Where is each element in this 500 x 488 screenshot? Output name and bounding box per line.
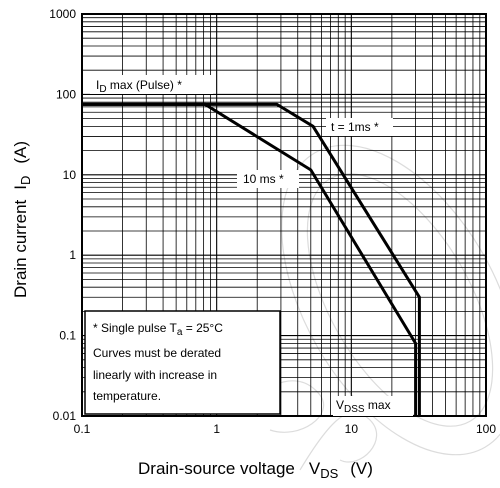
- y-tick-label: 0.01: [53, 409, 77, 423]
- series-line-10ms: [82, 102, 418, 416]
- watermark-logo: [239, 144, 500, 471]
- label-id-max: ID max (Pulse) *: [96, 78, 182, 95]
- label-box-id-max: [90, 75, 213, 94]
- y-tick-label: 1: [69, 248, 76, 262]
- x-tick-label: 100: [476, 422, 496, 436]
- x-tick-labels: 0.1 1 10 100: [74, 422, 497, 436]
- label-vdss-max: VDSS max: [336, 398, 391, 415]
- x-axis-title: Drain-source voltage VDS (V): [138, 459, 373, 481]
- x-tick-label: 10: [345, 422, 359, 436]
- note-line-1: * Single pulse Ta = 25°C: [93, 321, 223, 338]
- label-box-vdss: [333, 396, 413, 416]
- y-tick-label: 1000: [49, 7, 76, 21]
- y-tick-label: 100: [56, 87, 76, 101]
- y-tick-labels: 0.01 0.1 1 10 100 1000: [49, 7, 76, 423]
- plot-frame: [81, 13, 487, 417]
- note-line-2: Curves must be derated: [93, 346, 221, 360]
- note-line-4: temperature.: [93, 389, 161, 403]
- label-box-1ms: [326, 118, 393, 136]
- x-tick-label: 1: [213, 422, 220, 436]
- note-line-3: linearly with increase in: [93, 368, 217, 382]
- label-t-10ms: 10 ms *: [243, 172, 284, 186]
- note-box: [84, 310, 281, 415]
- series-line-1ms: [82, 102, 421, 416]
- series-group: [82, 102, 421, 416]
- y-tick-label: 10: [63, 168, 77, 182]
- y-tick-label: 0.1: [59, 329, 76, 343]
- label-t-1ms: t = 1ms *: [331, 120, 379, 134]
- y-axis-title: Drain currentID(A): [11, 141, 33, 298]
- label-box-10ms: [237, 170, 299, 188]
- x-tick-label: 0.1: [74, 422, 91, 436]
